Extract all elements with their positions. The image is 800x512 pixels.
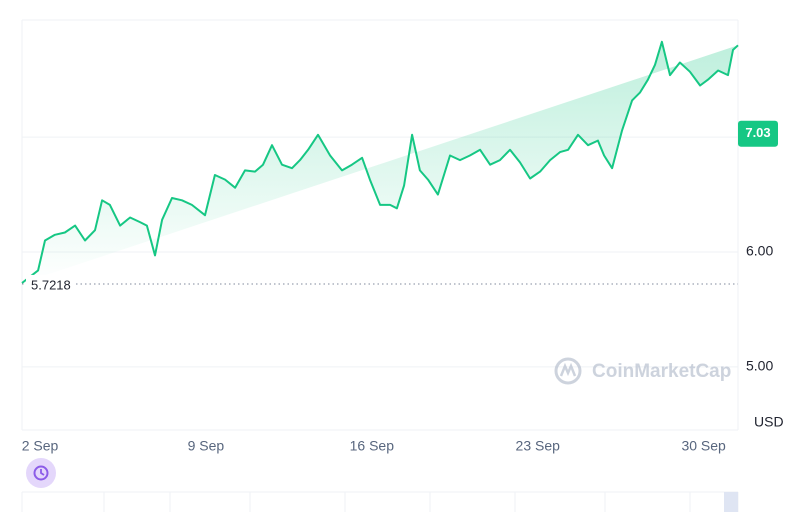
navigator [21, 491, 739, 512]
x-tick-label: 23 Sep [516, 438, 561, 454]
plot: 5.7218 [21, 40, 739, 293]
watermark: CoinMarketCap [554, 357, 731, 385]
current-price-label: 7.03 [745, 125, 770, 140]
y-unit: USD [754, 414, 784, 430]
open-price-label-bg [26, 274, 76, 293]
history-icon [40, 469, 45, 476]
history-button[interactable] [26, 458, 56, 488]
y-tick-label: 6.00 [746, 243, 773, 259]
price-area [22, 41, 738, 283]
x-tick-label: 30 Sep [681, 438, 726, 454]
history-icon [33, 465, 49, 481]
watermark-text: CoinMarketCap [592, 361, 731, 382]
x-tick-label: 16 Sep [350, 438, 395, 454]
price-line [21, 40, 739, 284]
open-price-label: 5.7218 [31, 277, 71, 292]
x-tick-label: 9 Sep [188, 438, 225, 454]
current-price-badge [738, 120, 778, 147]
y-tick-label: 5.00 [746, 358, 773, 374]
x-tick-label: 2 Sep [22, 438, 59, 454]
